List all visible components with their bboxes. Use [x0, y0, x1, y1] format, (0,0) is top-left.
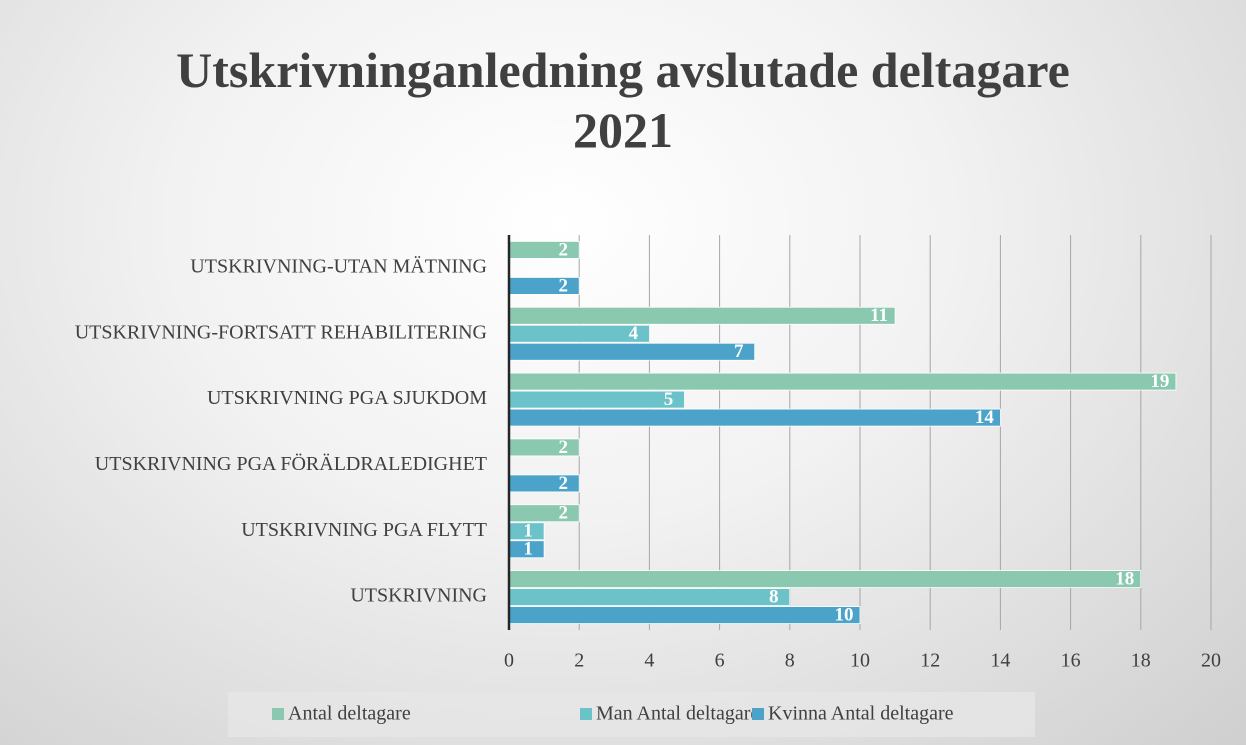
legend-swatch — [752, 708, 764, 720]
bar — [508, 606, 861, 624]
bar — [508, 408, 1001, 427]
legend-swatch — [580, 708, 592, 720]
data-label: 14 — [975, 407, 995, 428]
x-tick-label: 4 — [644, 650, 654, 672]
x-tick-label: 10 — [850, 650, 870, 672]
bar — [508, 306, 896, 325]
bar — [508, 588, 791, 606]
legend-swatch — [272, 708, 284, 720]
data-label: 1 — [523, 521, 533, 542]
y-tick-label: UTSKRIVNING — [350, 585, 487, 607]
data-label: 2 — [558, 275, 568, 296]
data-label: 2 — [558, 239, 568, 260]
x-tick-label: 8 — [785, 650, 795, 672]
y-tick-label: UTSKRIVNING PGA FÖRÄLDRALEDIGHET — [95, 452, 487, 475]
legend-label: Man Antal deltagare — [596, 703, 759, 725]
legend-label: Antal deltagare — [288, 703, 411, 725]
data-label: 10 — [835, 604, 854, 625]
bar — [508, 474, 580, 493]
data-label: 2 — [558, 437, 568, 458]
x-tick-label: 16 — [1061, 650, 1081, 672]
legend-box — [228, 692, 1035, 737]
y-tick-label: UTSKRIVNING PGA SJUKDOM — [207, 387, 487, 409]
bar — [508, 277, 580, 295]
data-label: 2 — [558, 473, 568, 494]
x-tick-label: 0 — [504, 650, 514, 672]
x-tick-label: 6 — [715, 650, 725, 672]
data-label: 1 — [523, 539, 533, 560]
bar — [508, 504, 580, 523]
bar — [508, 372, 1177, 391]
bar — [508, 438, 580, 457]
data-label: 7 — [734, 341, 744, 362]
x-tick-label: 14 — [990, 650, 1010, 672]
data-label: 19 — [1150, 371, 1169, 392]
x-tick-label: 2 — [574, 650, 584, 672]
data-label: 2 — [558, 503, 568, 524]
x-tick-label: 12 — [920, 650, 940, 672]
bar — [508, 390, 685, 409]
data-label: 4 — [629, 323, 639, 344]
legend-label: Kvinna Antal deltagare — [768, 703, 954, 725]
x-tick-label: 20 — [1201, 650, 1221, 672]
bar — [508, 342, 756, 361]
data-label: 18 — [1115, 568, 1134, 589]
y-tick-label: UTSKRIVNING PGA FLYTT — [241, 519, 487, 541]
y-tick-label: UTSKRIVNING-UTAN MÄTNING — [190, 255, 487, 278]
y-tick-label: UTSKRIVNING-FORTSATT REHABILITERING — [75, 321, 487, 343]
chart-title: Utskrivninganledning avslutade deltagare… — [176, 42, 1070, 158]
data-label: 5 — [664, 389, 674, 410]
data-label: 8 — [769, 586, 779, 607]
bar — [508, 570, 1142, 588]
bar — [508, 241, 580, 259]
data-label: 11 — [870, 305, 888, 326]
x-tick-label: 18 — [1131, 650, 1151, 672]
